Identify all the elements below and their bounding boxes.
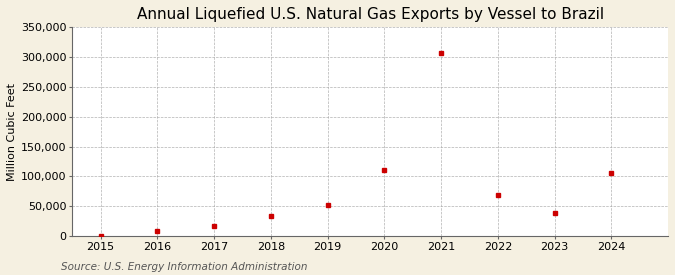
Y-axis label: Million Cubic Feet: Million Cubic Feet xyxy=(7,83,17,181)
Title: Annual Liquefied U.S. Natural Gas Exports by Vessel to Brazil: Annual Liquefied U.S. Natural Gas Export… xyxy=(136,7,603,22)
Text: Source: U.S. Energy Information Administration: Source: U.S. Energy Information Administ… xyxy=(61,262,307,272)
